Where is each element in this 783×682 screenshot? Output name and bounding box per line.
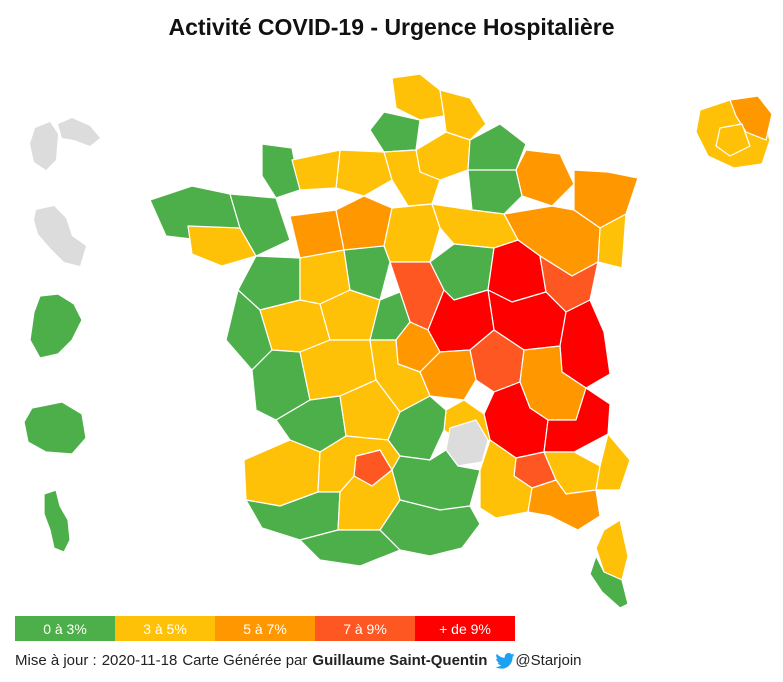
- metropolitan-france: [149, 73, 639, 609]
- overseas-guyane: [29, 293, 83, 359]
- overseas-martinique: [34, 206, 86, 266]
- update-label: Mise à jour :: [15, 652, 97, 669]
- map-title: Activité COVID-19 - Urgence Hospitalière: [168, 14, 615, 40]
- overseas-guadeloupe: [30, 118, 100, 170]
- legend-item-3-5: 3 à 5%: [115, 616, 215, 641]
- twitter-handle[interactable]: @Starjoin: [515, 652, 582, 669]
- footer: Mise à jour : 2020-11-18 Carte Générée p…: [15, 652, 582, 669]
- legend-item-5-7: 5 à 7%: [215, 616, 315, 641]
- update-date: 2020-11-18: [101, 652, 178, 669]
- author-name: Guillaume Saint-Quentin: [312, 652, 488, 669]
- credit-text: Carte Générée par: [182, 652, 308, 669]
- legend: 0 à 3% 3 à 5% 5 à 7% 7 à 9% + de 9%: [15, 616, 515, 641]
- legend-item-7-9: 7 à 9%: [315, 616, 415, 641]
- overseas-reunion: [23, 401, 87, 455]
- idf-inset: [695, 95, 773, 169]
- overseas-mayotte: [43, 489, 71, 553]
- legend-item-over-9: + de 9%: [415, 616, 515, 641]
- legend-item-0-3: 0 à 3%: [15, 616, 115, 641]
- twitter-bird-icon: [495, 652, 516, 669]
